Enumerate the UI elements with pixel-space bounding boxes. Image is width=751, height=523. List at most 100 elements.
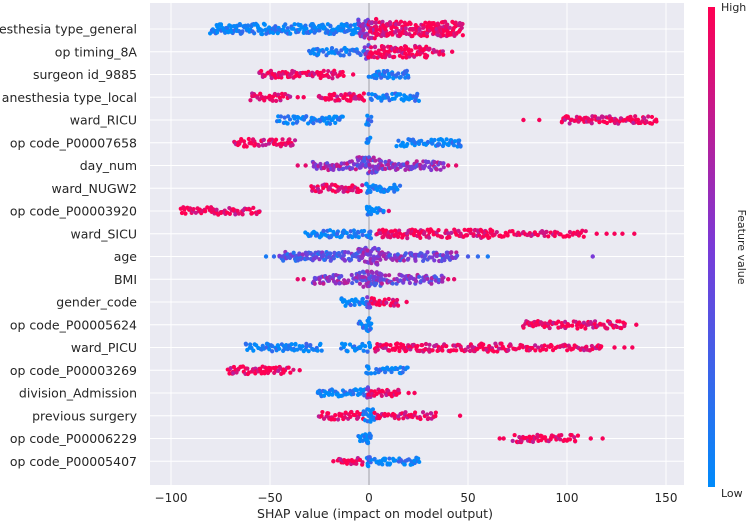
data-point	[559, 433, 564, 438]
data-point	[343, 410, 348, 415]
data-point	[475, 254, 481, 259]
data-point	[422, 347, 427, 352]
data-point	[380, 227, 385, 232]
feature-row	[356, 431, 605, 446]
data-point	[446, 277, 451, 282]
data-point	[388, 461, 393, 466]
data-point	[369, 119, 374, 124]
data-point	[400, 370, 405, 375]
data-point	[349, 159, 354, 164]
data-point	[458, 144, 463, 149]
feature-label: ward_NUGW2	[52, 181, 138, 196]
data-point	[306, 349, 311, 354]
data-point	[321, 49, 326, 54]
data-point	[288, 94, 293, 99]
data-point	[375, 347, 380, 352]
data-point	[373, 158, 378, 163]
data-point	[421, 25, 426, 30]
data-point	[343, 342, 348, 347]
data-point	[326, 68, 331, 74]
data-point	[321, 185, 326, 191]
feature-label: ward_PICU	[71, 340, 137, 355]
data-point	[425, 53, 430, 58]
data-point	[327, 228, 333, 233]
data-point	[321, 281, 326, 286]
data-point	[581, 234, 586, 239]
data-point	[386, 31, 391, 37]
data-point	[245, 366, 250, 371]
feature-label: op timing_8A	[55, 44, 138, 59]
data-point	[559, 320, 564, 326]
data-point	[318, 341, 323, 346]
data-point	[234, 23, 239, 29]
shap-points	[178, 16, 659, 469]
data-point	[397, 183, 403, 188]
data-point	[505, 232, 510, 237]
data-point	[416, 274, 422, 279]
data-point	[409, 459, 414, 464]
data-point	[370, 407, 376, 412]
data-point	[354, 278, 359, 284]
data-point	[368, 229, 373, 234]
x-tick-label: 100	[556, 491, 579, 505]
data-point	[413, 258, 418, 263]
data-point	[308, 343, 313, 348]
data-point	[588, 320, 593, 325]
data-point	[285, 252, 290, 257]
data-point	[321, 252, 326, 258]
data-point	[412, 31, 418, 36]
data-point	[383, 26, 388, 32]
data-point	[460, 33, 465, 38]
data-point	[632, 231, 637, 236]
data-point	[408, 21, 413, 27]
data-point	[457, 413, 463, 418]
data-point	[382, 73, 387, 79]
data-point	[357, 270, 362, 275]
data-point	[442, 258, 447, 263]
data-point	[441, 52, 446, 57]
data-point	[433, 410, 438, 415]
data-point	[347, 342, 353, 347]
feature-label: age	[114, 249, 138, 264]
data-point	[339, 92, 344, 98]
data-point	[413, 279, 419, 284]
data-point	[421, 278, 427, 283]
data-point	[365, 269, 370, 274]
data-point	[588, 436, 593, 441]
data-point	[451, 277, 457, 282]
data-point	[544, 229, 549, 234]
data-point	[570, 346, 576, 351]
data-point	[354, 388, 360, 393]
data-point	[490, 228, 495, 234]
data-point	[369, 114, 374, 119]
data-point	[339, 273, 344, 279]
data-point	[383, 456, 388, 461]
data-point	[393, 458, 398, 463]
data-point	[295, 277, 300, 282]
data-point	[329, 182, 335, 187]
data-point	[291, 367, 296, 372]
data-point	[612, 345, 617, 350]
data-point	[465, 254, 471, 259]
data-point	[434, 166, 439, 172]
data-point	[289, 342, 294, 347]
data-point	[537, 117, 542, 123]
data-point	[395, 166, 400, 171]
data-point	[300, 252, 305, 257]
data-point	[270, 349, 275, 354]
data-point	[380, 462, 385, 467]
data-point	[530, 439, 536, 444]
feature-label: previous surgery	[32, 408, 138, 423]
data-point	[434, 49, 440, 54]
data-point	[406, 75, 411, 80]
data-point	[485, 254, 490, 259]
data-point	[283, 22, 288, 27]
data-point	[260, 28, 265, 33]
data-point	[366, 464, 371, 469]
data-point	[288, 31, 293, 36]
data-point	[440, 49, 445, 54]
data-point	[363, 343, 368, 349]
data-point	[383, 166, 388, 171]
data-point	[293, 341, 298, 347]
data-point	[346, 250, 351, 255]
